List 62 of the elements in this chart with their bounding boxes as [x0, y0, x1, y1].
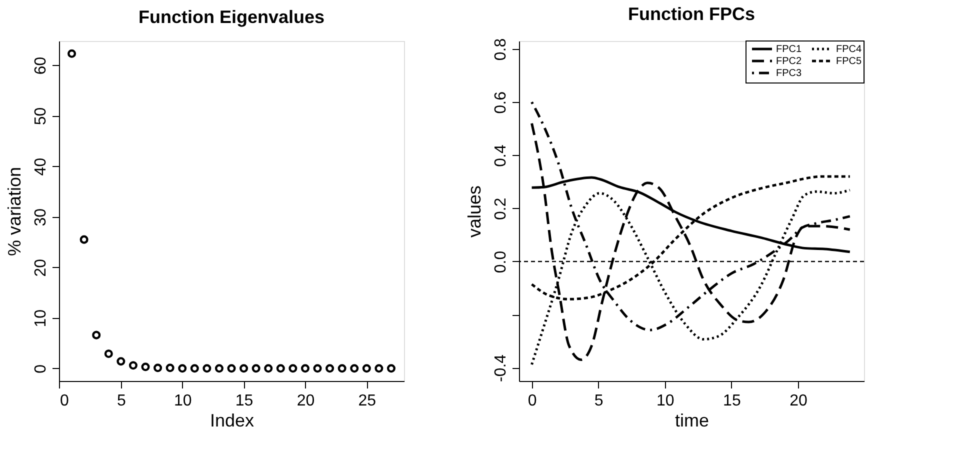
point [362, 364, 371, 373]
point [92, 330, 101, 340]
y-axis-title: % variation [4, 166, 24, 256]
point [190, 364, 199, 373]
y-tick-label: 0.2 [492, 198, 510, 220]
x-tick-label: 20 [296, 392, 315, 410]
y-tick-label: 60 [32, 56, 50, 75]
point [141, 362, 150, 372]
point [202, 364, 212, 373]
point [252, 364, 260, 373]
point [116, 357, 126, 366]
point [128, 361, 138, 370]
y-tick-label: 0.0 [492, 250, 510, 274]
x-axis-title: time [674, 410, 710, 430]
x-tick-label: 0 [60, 392, 69, 410]
point [104, 350, 113, 358]
point [374, 364, 384, 373]
legend-label: FPC2 [776, 56, 802, 67]
x-tick-label: 0 [528, 392, 537, 410]
point [386, 364, 396, 373]
y-tick-label: 30 [32, 208, 50, 226]
point [350, 364, 359, 373]
x-tick-label: 20 [790, 392, 808, 410]
point [326, 364, 334, 373]
point [288, 364, 298, 373]
x-tick-label: 10 [174, 392, 192, 410]
y-tick-label: 0.8 [492, 38, 510, 61]
chart-title: Function FPCs [628, 4, 755, 24]
point [313, 364, 322, 373]
y-tick-label: 40 [32, 158, 50, 176]
point [276, 364, 285, 373]
y-tick-label: 0.6 [492, 91, 510, 114]
x-tick-label: 5 [594, 392, 604, 410]
legend-label: FPC5 [836, 56, 862, 67]
y-tick-label: 50 [32, 107, 50, 126]
y-tick-label: 0.4 [492, 144, 510, 167]
y-tick-label: 10 [32, 309, 50, 328]
point [338, 364, 346, 373]
point [227, 364, 236, 373]
x-tick-label: 10 [656, 392, 674, 410]
x-tick-label: 25 [358, 392, 376, 410]
point [166, 364, 174, 372]
legend-label: FPC3 [776, 68, 802, 79]
y-tick-label: 0 [32, 364, 50, 374]
x-tick-label: 5 [116, 392, 126, 410]
point [154, 364, 162, 372]
point [240, 364, 248, 373]
y-tick-label: -0.4 [492, 354, 510, 382]
y-axis-title: values [464, 185, 484, 238]
y-tick-label: 20 [32, 258, 50, 277]
x-tick-label: 15 [235, 392, 254, 410]
point [300, 364, 310, 373]
legend-label: FPC4 [836, 44, 862, 55]
legend-label: FPC1 [776, 44, 802, 55]
x-tick-label: 15 [723, 392, 741, 410]
x-axis-title: Index [210, 410, 254, 430]
point [264, 364, 273, 373]
point [178, 364, 187, 373]
chart-title: Function Eigenvalues [138, 7, 325, 27]
point [80, 235, 88, 244]
point [68, 49, 76, 58]
point [214, 364, 224, 373]
